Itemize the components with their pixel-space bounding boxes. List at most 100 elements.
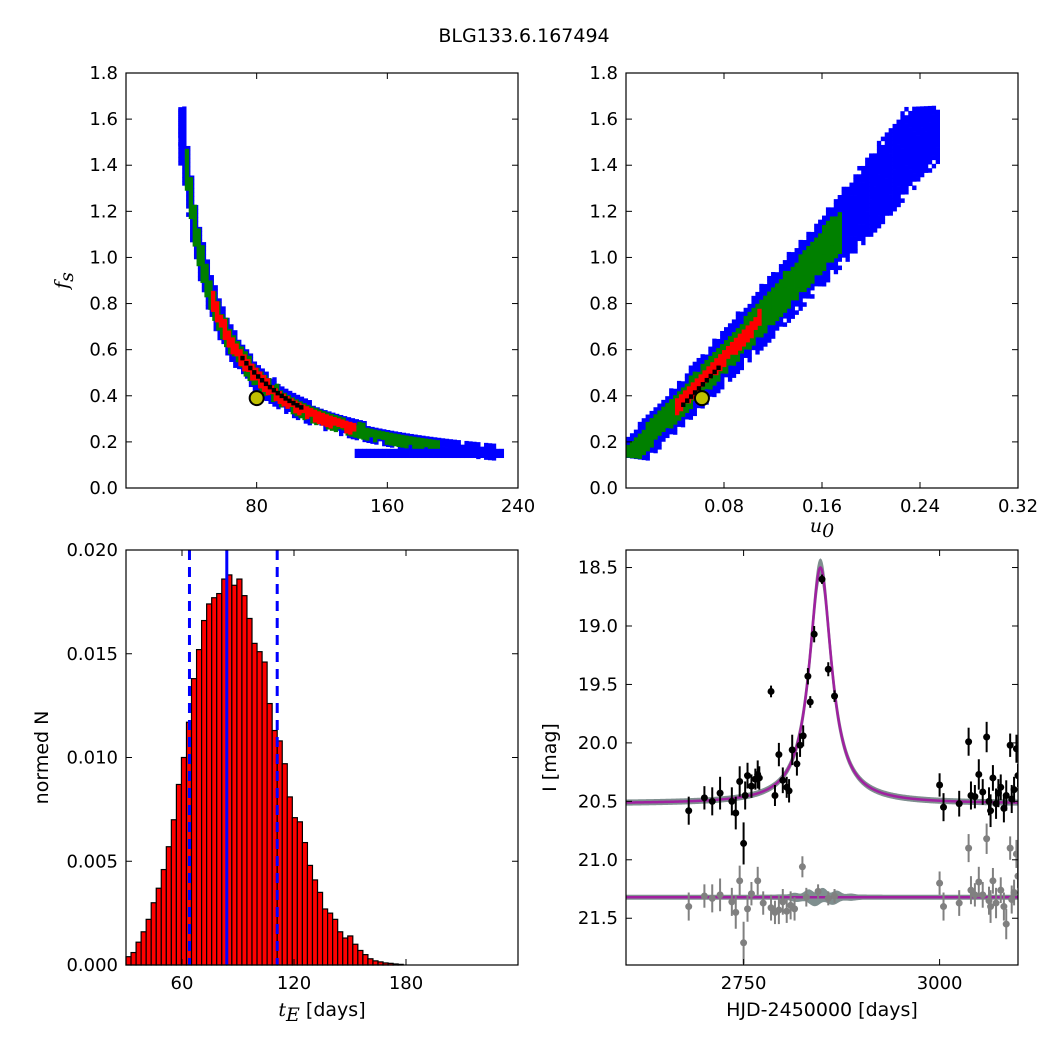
region-3sigma-cell xyxy=(880,173,886,179)
region-3sigma-cell xyxy=(888,207,893,212)
region-3sigma-cell xyxy=(680,381,686,386)
region-3sigma-cell xyxy=(916,114,921,120)
region-3sigma-cell xyxy=(837,265,842,271)
region-3sigma-cell xyxy=(829,265,835,271)
region-3sigma-cell xyxy=(872,174,878,179)
region-2sigma-cell xyxy=(794,275,799,280)
region-2sigma-cell xyxy=(227,349,233,355)
region-2sigma-cell xyxy=(747,316,752,321)
region-2sigma-cell xyxy=(416,441,421,447)
region-3sigma-cell xyxy=(433,437,438,442)
region-3sigma-cell xyxy=(916,160,921,165)
region-2sigma-cell xyxy=(243,372,248,377)
region-3sigma-cell xyxy=(904,148,909,153)
region-3sigma-cell xyxy=(880,186,886,191)
region-3sigma-cell xyxy=(767,325,772,331)
region-3sigma-cell xyxy=(248,353,254,358)
region-3sigma-cell xyxy=(869,211,874,217)
region-2sigma-cell xyxy=(200,257,205,263)
region-2sigma-cell xyxy=(243,351,248,356)
region-3sigma-cell xyxy=(724,327,729,332)
region-3sigma-cell xyxy=(626,440,631,446)
region-3sigma-cell xyxy=(896,186,901,191)
data-point xyxy=(818,575,826,583)
region-2sigma-cell xyxy=(188,181,194,186)
region-3sigma-cell xyxy=(892,123,897,129)
region-3sigma-cell xyxy=(759,337,764,343)
region-2sigma-cell xyxy=(818,262,823,267)
region-3sigma-cell xyxy=(920,151,925,157)
panel4-ytick-label: 20.0 xyxy=(578,733,618,754)
region-3sigma-cell xyxy=(837,199,842,204)
region-2sigma-cell xyxy=(825,253,831,259)
region-3sigma-cell xyxy=(908,131,913,137)
region-3sigma-cell xyxy=(440,442,446,447)
region-2sigma-cell xyxy=(829,233,835,238)
region-3sigma-cell xyxy=(916,168,921,174)
region-3sigma-cell xyxy=(456,440,461,445)
region-3sigma-cell xyxy=(433,448,438,459)
region-3sigma-cell xyxy=(845,240,850,246)
region-3sigma-cell xyxy=(869,207,874,212)
region-2sigma-cell xyxy=(798,270,803,276)
region-1sigma-cell xyxy=(690,390,695,396)
region-3sigma-cell xyxy=(857,232,862,237)
region-2sigma-cell xyxy=(665,402,670,408)
region-3sigma-cell xyxy=(837,257,842,262)
region-2sigma-cell xyxy=(774,291,780,297)
region-2sigma-cell xyxy=(829,237,835,242)
region-3sigma-cell xyxy=(853,190,858,196)
region-1sigma-cell xyxy=(753,317,758,322)
region-3sigma-cell xyxy=(444,448,450,459)
region-3sigma-cell xyxy=(720,335,725,340)
region-3sigma-cell xyxy=(751,299,756,305)
region-3sigma-cell xyxy=(872,203,878,208)
region-2sigma-cell xyxy=(810,241,815,247)
region-2sigma-cell xyxy=(333,427,339,433)
region-3sigma-cell xyxy=(920,160,925,165)
region-2sigma-cell xyxy=(743,315,748,321)
region-3sigma-cell xyxy=(778,322,784,327)
region-3sigma-cell xyxy=(888,128,893,133)
region-2sigma-cell xyxy=(673,395,678,400)
region-2sigma-cell xyxy=(184,148,190,154)
region-3sigma-cell xyxy=(771,325,776,331)
region-3sigma-cell xyxy=(892,182,897,187)
best-chain-cell xyxy=(708,373,713,379)
region-3sigma-cell xyxy=(716,388,721,394)
region-3sigma-cell xyxy=(484,448,489,459)
region-2sigma-cell xyxy=(200,261,205,267)
region-2sigma-cell xyxy=(790,275,795,280)
region-3sigma-cell xyxy=(307,400,312,405)
region-2sigma-cell xyxy=(786,304,792,309)
region-3sigma-cell xyxy=(841,207,846,213)
region-2sigma-cell xyxy=(204,272,209,277)
panel1-ylabel-sub: s xyxy=(56,272,78,282)
residual-point xyxy=(971,891,979,899)
region-3sigma-cell xyxy=(205,305,211,310)
region-3sigma-cell xyxy=(759,292,764,297)
region-1sigma-cell xyxy=(729,350,735,355)
region-3sigma-cell xyxy=(880,144,886,150)
region-2sigma-cell xyxy=(782,308,788,313)
data-point xyxy=(796,741,804,749)
region-3sigma-cell xyxy=(221,310,226,316)
region-1sigma-cell xyxy=(257,371,263,376)
region-3sigma-cell xyxy=(888,161,893,166)
region-3sigma-cell xyxy=(641,455,646,461)
region-3sigma-cell xyxy=(197,276,203,282)
region-3sigma-cell xyxy=(182,164,187,170)
data-point xyxy=(979,788,987,796)
region-2sigma-cell xyxy=(778,312,784,317)
region-2sigma-cell xyxy=(200,249,205,254)
region-2sigma-cell xyxy=(786,275,792,280)
region-2sigma-cell xyxy=(782,279,788,284)
region-3sigma-cell xyxy=(896,148,901,154)
region-3sigma-cell xyxy=(833,207,839,212)
best-chain-cell xyxy=(716,365,721,371)
best-fit-marker xyxy=(693,390,710,407)
data-point xyxy=(965,738,973,746)
region-3sigma-cell xyxy=(456,444,461,449)
region-2sigma-cell xyxy=(188,189,194,195)
region-3sigma-cell xyxy=(857,203,862,208)
